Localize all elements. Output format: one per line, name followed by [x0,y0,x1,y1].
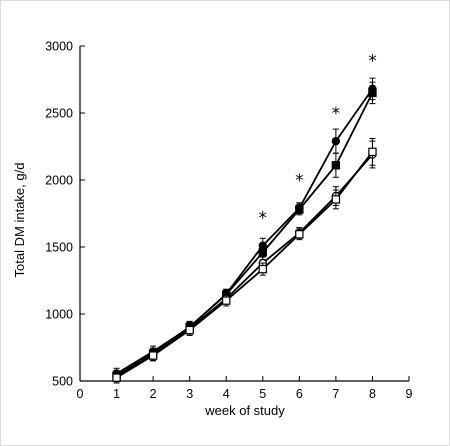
series-4 [112,137,377,384]
x-tick-label: 8 [369,387,376,401]
data-point [331,161,341,170]
significance-star: * [368,52,377,72]
data-point [331,195,341,204]
data-point [368,88,377,98]
data-point [295,205,304,214]
data-point [185,325,194,335]
y-tick-label: 2000 [45,174,73,188]
x-tick-label: 2 [150,387,157,401]
significance-star: * [259,209,268,229]
x-tick-label: 4 [223,387,230,401]
data-point [258,264,267,274]
data-point [258,248,267,257]
data-point [295,230,304,239]
y-tick-label: 3000 [45,40,73,54]
x-tick-label: 7 [332,387,339,401]
data-point [331,136,341,146]
data-point [148,351,158,360]
x-tick-label: 1 [113,387,120,401]
data-point [222,296,231,305]
series-line [116,92,374,377]
ticks: 0 1 2 3 4 5 6 7 8 9 500 1000 1500 2000 2500 3000 [45,40,412,402]
data-point [112,373,121,382]
x-tick-label: 9 [406,387,413,401]
series-layer [112,77,377,384]
y-tick-label: 2500 [45,107,73,121]
y-tick-label: 1000 [45,308,73,322]
annotation-layer: * * * * [259,52,377,229]
axes [79,46,409,382]
y-axis-label: Total DM intake, g/d [12,163,27,278]
data-point [368,147,377,157]
significance-star: * [332,104,341,124]
x-tick-label: 5 [259,387,266,401]
series-2 [112,81,377,382]
series-line [116,153,374,378]
series-line [116,151,374,379]
x-axis-label: week of study [204,403,285,418]
y-tick-label: 1500 [45,241,73,255]
x-tick-label: 0 [77,387,84,401]
x-tick-label: 3 [186,387,193,401]
y-tick-label: 500 [52,375,73,389]
series-line [116,88,374,375]
significance-star: * [295,171,304,191]
x-tick-label: 6 [296,387,303,401]
